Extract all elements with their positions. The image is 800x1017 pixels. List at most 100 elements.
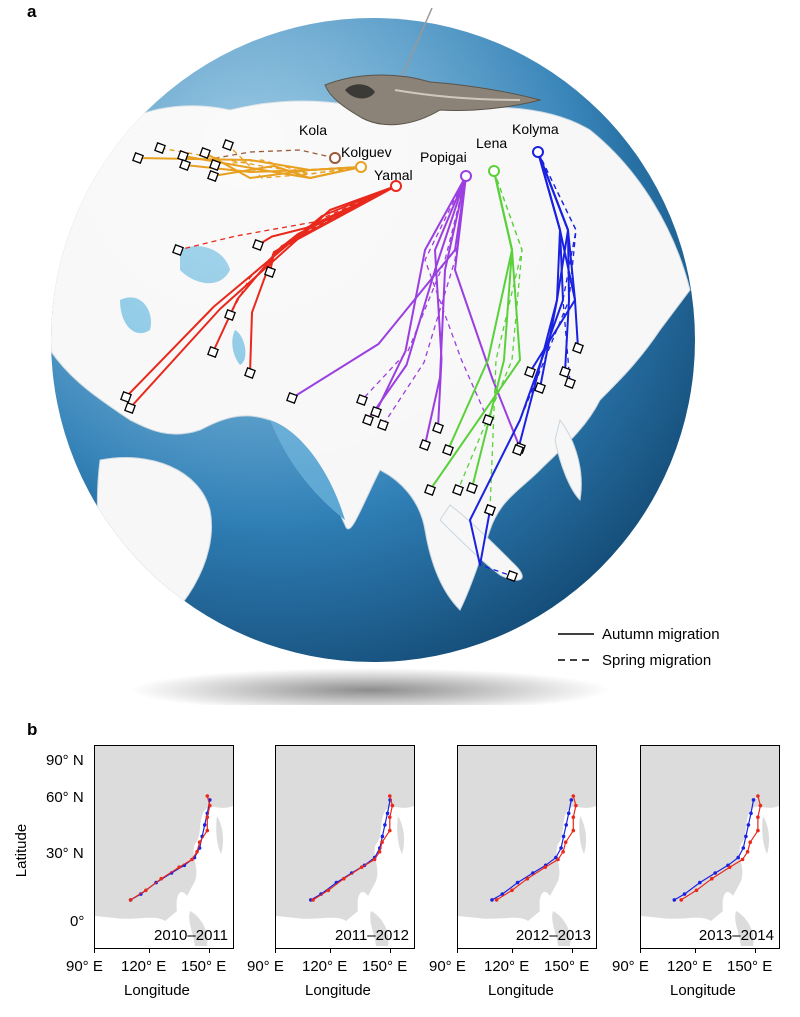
x-tick-mark xyxy=(209,948,210,953)
x-tick-label: 90° E xyxy=(247,958,284,975)
season-label: 2013–2014 xyxy=(698,927,774,944)
map-2010-2011: 2010–2011 xyxy=(94,745,234,949)
track-kolguev xyxy=(214,159,362,175)
track-popigai xyxy=(361,175,467,401)
location-fix xyxy=(748,840,752,844)
location-fix xyxy=(571,794,576,798)
track-yamal xyxy=(129,185,397,409)
land xyxy=(216,816,224,854)
location-fix xyxy=(377,850,382,854)
stopover-marker xyxy=(572,342,584,354)
stopover-marker xyxy=(512,444,524,456)
x-tick-mark xyxy=(94,948,95,953)
x-tick-label: 120° E xyxy=(484,958,530,975)
location-fix xyxy=(741,846,746,850)
site-marker-lena xyxy=(488,165,500,177)
stopover-marker xyxy=(370,406,382,418)
location-fix xyxy=(385,811,390,816)
location-fix xyxy=(751,798,756,802)
stopover-marker xyxy=(222,139,234,151)
x-tick-label: 90° E xyxy=(429,958,466,975)
track-popigai xyxy=(375,175,467,413)
location-fix xyxy=(758,803,763,808)
location-fix xyxy=(698,880,702,885)
location-fix xyxy=(388,815,392,819)
location-fix xyxy=(500,892,505,896)
land xyxy=(735,911,754,946)
track-lena xyxy=(447,170,513,451)
location-fix xyxy=(359,865,364,869)
stopover-marker xyxy=(466,482,478,494)
stopover-marker xyxy=(484,504,496,516)
location-fix xyxy=(566,811,571,816)
location-fix xyxy=(713,871,717,875)
location-fix xyxy=(383,823,387,827)
map-svg xyxy=(641,746,779,946)
location-fix xyxy=(342,876,346,881)
x-tick-label: 120° E xyxy=(121,958,167,975)
location-fix xyxy=(744,834,748,839)
breeding-sites: Kola Kolguev Yamal Popigai Lena Kolyma xyxy=(299,121,559,192)
map-svg xyxy=(458,746,596,946)
stopover-marker xyxy=(209,159,221,171)
stopover-marker xyxy=(252,239,264,251)
stopover-marker xyxy=(120,391,132,403)
map-2012-2013: 2012–2013 xyxy=(457,745,597,949)
site-marker-popigai xyxy=(460,170,472,182)
y-tick-0: 0° xyxy=(70,913,85,930)
site-marker-kolyma xyxy=(532,146,544,158)
stopover-marker xyxy=(424,484,436,496)
site-marker-yamal xyxy=(390,180,402,192)
y-tick-90: 90° N xyxy=(46,752,84,769)
y-axis-title: Latitude xyxy=(13,823,31,878)
stopover-marker xyxy=(132,152,144,164)
stopover-marker xyxy=(207,170,219,182)
x-tick-mark xyxy=(755,948,756,953)
x-tick-label: 150° E xyxy=(727,958,773,975)
track-popigai xyxy=(434,175,467,429)
location-fix xyxy=(128,898,133,902)
location-fix xyxy=(571,828,576,833)
location-fix xyxy=(745,850,750,854)
site-marker-kolguev xyxy=(355,161,367,173)
location-fix xyxy=(564,823,568,827)
track-popigai xyxy=(424,175,467,446)
stopover-marker xyxy=(534,382,546,394)
y-tick-30: 30° N xyxy=(46,845,84,862)
x-tick-label: 90° E xyxy=(66,958,103,975)
track-lena xyxy=(489,170,523,511)
stopover-marker xyxy=(559,366,571,378)
location-fix xyxy=(390,803,395,808)
season-label: 2011–2012 xyxy=(335,927,409,944)
location-fix xyxy=(490,898,494,902)
stopover-marker xyxy=(452,484,464,496)
stopover-marker xyxy=(524,366,536,378)
y-tick-60: 60° N xyxy=(46,789,84,806)
location-fix xyxy=(574,803,578,808)
x-tick-label: 90° E xyxy=(612,958,649,975)
location-fix xyxy=(749,811,753,816)
location-fix xyxy=(380,834,385,839)
location-fix xyxy=(380,840,384,844)
map-svg xyxy=(95,746,233,946)
stopover-marker xyxy=(482,414,494,426)
stopover-marker xyxy=(124,402,136,414)
land xyxy=(458,746,596,921)
location-fix xyxy=(756,815,760,819)
land xyxy=(552,911,571,946)
location-fix xyxy=(177,865,181,869)
site-label-kolguev: Kolguev xyxy=(341,144,392,160)
site-label-popigai: Popigai xyxy=(420,149,467,165)
x-tick-mark xyxy=(330,948,331,953)
stopover-marker xyxy=(244,367,256,379)
location-fix xyxy=(159,876,163,881)
stopover-marker xyxy=(172,244,184,256)
track-kolyma xyxy=(517,151,569,451)
track-kola xyxy=(204,149,336,161)
x-axis-title: Longitude xyxy=(670,982,736,999)
stopover-marker xyxy=(224,309,236,321)
location-fix xyxy=(563,840,568,844)
track-popigai xyxy=(454,175,521,449)
land xyxy=(762,816,770,854)
location-fix xyxy=(195,850,199,854)
